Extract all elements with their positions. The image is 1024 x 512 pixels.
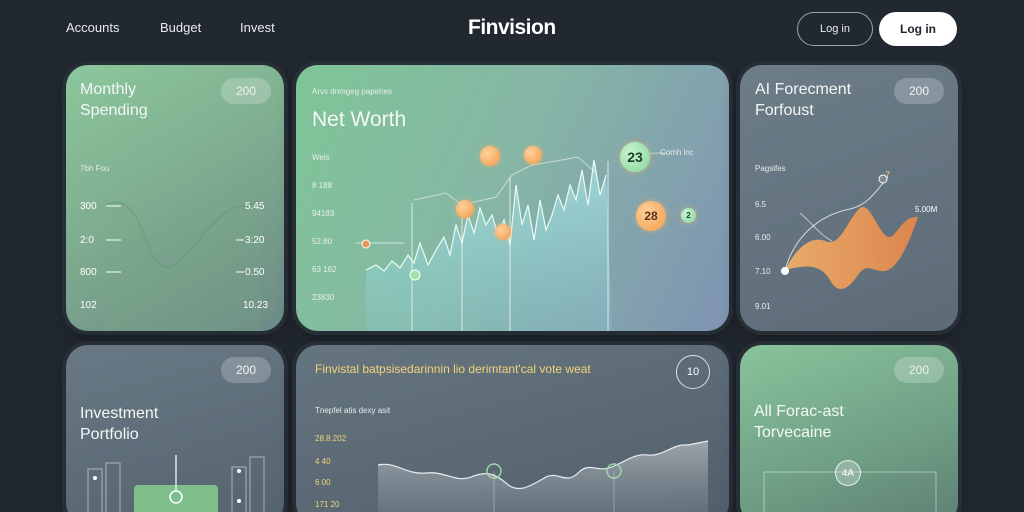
brand-logo[interactable]: Finvision (468, 16, 556, 40)
forecast-value-label: 5.00M (915, 205, 937, 214)
value-bubble[interactable]: 28 (636, 201, 666, 231)
all-forecast-chart (740, 345, 958, 512)
net-worth-chart (296, 65, 729, 331)
annotation-label: Comh lnc (660, 148, 694, 157)
forecast-marker: 7 (885, 170, 890, 180)
left-label-4: 102 (80, 300, 97, 311)
top-nav: Accounts Budget Invest Finvision Log in … (0, 0, 1024, 58)
right-label-3: 0.50 (245, 267, 264, 278)
nav-link-invest[interactable]: Invest (240, 20, 275, 35)
investment-portfolio-card[interactable]: 200 Investment Portfolio (66, 345, 284, 512)
insights-chart (296, 345, 729, 512)
data-bubble-4[interactable] (495, 224, 511, 240)
ai-forecast-card[interactable]: AI Forecment Forfoust 200 Pagsifes 6.5 6… (740, 65, 958, 331)
left-label-3: 800 (80, 267, 97, 278)
financial-insights-card[interactable]: Finvistal batpsisedarinnin lio derimtant… (296, 345, 729, 512)
data-bubble-2[interactable] (524, 146, 542, 164)
nav-link-budget[interactable]: Budget (160, 20, 201, 35)
highlight-badge[interactable]: 23 (620, 142, 650, 172)
right-label-2: 3:20 (245, 235, 264, 246)
left-label-2: 2:0 (80, 235, 94, 246)
data-bubble-3[interactable] (456, 200, 474, 218)
right-label-1: 5.45 (245, 201, 264, 212)
spending-chart (66, 65, 284, 331)
nav-link-accounts[interactable]: Accounts (66, 20, 119, 35)
login-outline-button[interactable]: Log in (797, 12, 873, 46)
left-label-1: 300 (80, 201, 97, 212)
login-button[interactable]: Log in (879, 12, 957, 46)
forecast-chart (740, 65, 958, 331)
value-ring[interactable]: 4A (835, 460, 861, 486)
portfolio-chart (66, 345, 284, 512)
small-marker[interactable]: 2 (681, 208, 696, 223)
monthly-spending-card[interactable]: Monthly Spending 200 7bh Fou 300 2:0 800… (66, 65, 284, 331)
net-worth-card[interactable]: Arvs dnmgeg papehes Net Worth Wels 8 188… (296, 65, 729, 331)
data-bubble-1[interactable] (480, 146, 500, 166)
all-forecast-card[interactable]: 200 All Forac-ast Torvecaine 4A (740, 345, 958, 512)
right-label-4: 10.23 (243, 300, 268, 311)
